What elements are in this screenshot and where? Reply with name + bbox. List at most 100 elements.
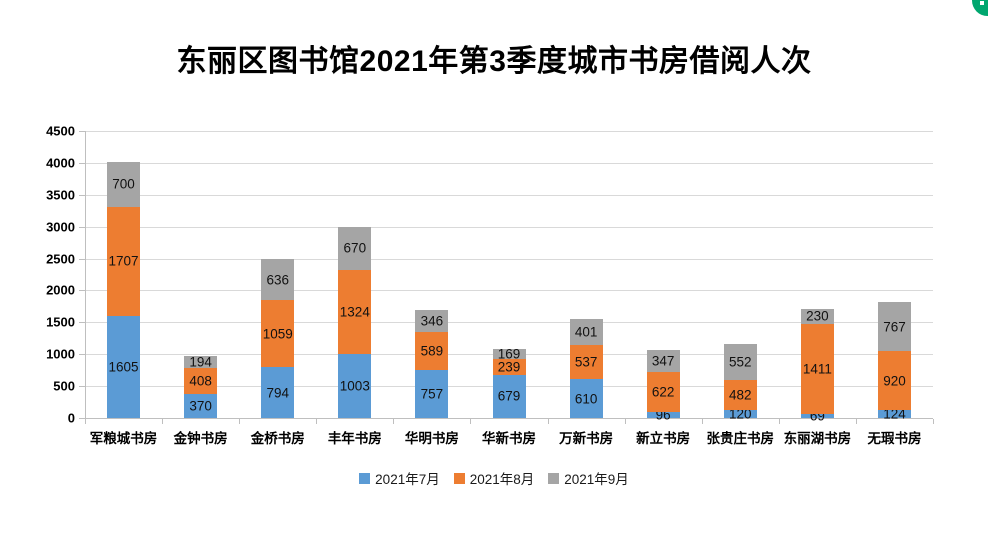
legend-swatch-icon [359,472,371,484]
bar-segment[interactable] [877,410,911,418]
x-axis-tick [85,419,86,424]
x-axis-tick [778,419,780,424]
bar-value-label: 347 [651,353,675,369]
bar-segment[interactable] [107,206,141,316]
bar-segment[interactable] [646,350,680,373]
bar-value-label: 482 [729,387,752,403]
y-axis-label: 4000 [46,155,75,171]
x-axis-label: 无瑕书房 [867,431,922,446]
bar-value-label: 408 [189,373,212,389]
bar-segment[interactable] [415,369,449,418]
bar-value-label: 401 [574,324,598,340]
x-axis-tick [393,419,395,424]
bar-value-label: 1707 [108,253,139,269]
legend-item[interactable]: 2021年7月 [359,468,440,488]
x-axis-tick [933,419,934,424]
bar-segment[interactable] [261,299,295,368]
y-axis-label: 2000 [46,282,75,298]
bar-value-label: 194 [189,354,212,370]
corner-badge-notch [980,1,984,5]
bar-value-label: 1003 [339,378,370,394]
gridline [85,322,933,324]
bar-value-label: 700 [112,176,135,192]
bar-value-label: 767 [883,319,906,335]
bar-value-label: 552 [729,354,752,370]
bar-segment[interactable] [646,411,680,418]
bar-segment[interactable] [415,310,449,333]
bar-value-label: 622 [651,384,675,400]
legend-swatch-icon [548,472,560,484]
y-axis-tick [79,386,85,388]
legend-item[interactable]: 2021年8月 [453,468,535,488]
bar-segment[interactable] [723,379,757,411]
bar-segment[interactable] [877,351,911,411]
gridline [85,162,933,164]
bar-value-label: 370 [189,398,212,414]
bar-segment[interactable] [569,344,603,380]
y-axis-tick [79,258,85,260]
bar-segment[interactable] [800,413,834,418]
y-axis-tick [79,194,85,196]
legend-label: 2021年8月 [469,472,535,487]
x-axis-label: 新立书房 [636,431,691,446]
bar-segment[interactable] [184,356,218,369]
gridline [85,131,933,132]
bar-segment[interactable] [261,367,295,418]
bar-segment[interactable] [492,348,526,360]
x-axis-line [85,418,933,419]
bar-segment[interactable] [261,259,295,300]
bar-segment[interactable] [107,162,141,207]
bar-segment[interactable] [492,374,526,418]
gridline [85,194,933,196]
chart-title: 东丽区图书馆2021年第3季度城市书房借阅人次 [176,45,812,78]
x-axis-tick [239,419,241,424]
bar-segment[interactable] [338,269,372,355]
bar-value-label: 346 [420,313,444,329]
bar-segment[interactable] [723,410,757,418]
bar-segment[interactable] [800,323,834,414]
x-axis-label: 万新书房 [559,431,614,446]
bar-value-label: 610 [574,391,598,407]
bar-segment[interactable] [184,368,218,395]
y-axis-line [85,131,86,418]
y-axis-tick [79,322,85,324]
bar-segment[interactable] [107,315,141,418]
bar-segment[interactable] [569,379,603,418]
bar-segment[interactable] [569,319,603,345]
bar-value-label: 670 [343,240,367,256]
bar-segment[interactable] [338,226,372,270]
x-axis-tick [701,419,703,424]
legend-label: 2021年7月 [375,472,440,487]
x-axis-label: 张贵庄书房 [706,431,775,446]
y-axis-tick [79,290,85,292]
bar-segment[interactable] [723,344,757,380]
bar-segment[interactable] [415,332,449,370]
bar-value-label: 1324 [339,304,370,320]
bar-segment[interactable] [800,308,834,324]
gridline [85,258,933,260]
legend: 2021年7月 2021年8月 2021年9月 [0,468,988,488]
y-axis-tick [79,131,85,132]
bar-segment[interactable] [338,354,372,418]
x-axis-tick [547,419,549,424]
y-axis-label: 3500 [46,187,75,203]
y-axis-label: 500 [53,378,75,394]
bar-value-label: 230 [806,308,829,324]
x-axis-tick [624,419,626,424]
x-axis-label: 军粮城书房 [89,431,158,446]
legend-swatch-icon [453,472,465,484]
bar-value-label: 757 [420,386,444,402]
y-axis-tick [79,418,85,419]
bar-value-label: 124 [883,406,906,422]
y-axis-tick [79,354,85,356]
y-axis-label: 0 [67,410,75,426]
bar-segment[interactable] [184,394,218,418]
y-axis-label: 2500 [46,251,75,267]
bar-segment[interactable] [492,359,526,375]
legend-item[interactable]: 2021年9月 [548,468,629,488]
bar-segment[interactable] [646,372,680,412]
bar-segment[interactable] [877,302,911,352]
bar-value-label: 169 [497,346,521,362]
